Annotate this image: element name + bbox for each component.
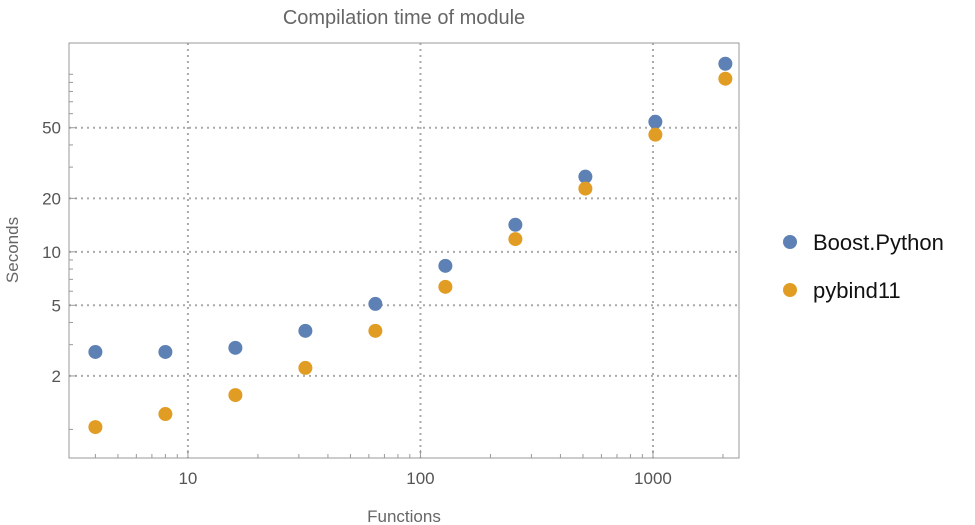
legend-marker: [783, 235, 797, 249]
point-pybind11: [298, 360, 313, 375]
legend-marker: [783, 283, 797, 297]
points: [88, 56, 733, 435]
x-tick-label: 1000: [634, 469, 672, 488]
point-pybind11: [158, 407, 173, 422]
grid: [69, 43, 739, 458]
point-boost-python: [508, 217, 523, 232]
y-tick-label: 10: [42, 243, 61, 262]
chart-title: Compilation time of module: [283, 7, 525, 29]
point-boost-python: [648, 114, 663, 129]
ticks: 10 100 1000 2 5 10 20 50: [42, 73, 724, 488]
point-pybind11: [438, 279, 453, 294]
x-tick-label: 10: [178, 469, 197, 488]
legend-label: pybind11: [813, 278, 901, 303]
point-boost-python: [228, 340, 243, 355]
point-boost-python: [298, 323, 313, 338]
point-boost-python: [158, 344, 173, 359]
point-pybind11: [718, 71, 733, 86]
point-boost-python: [368, 296, 383, 311]
point-boost-python: [88, 344, 103, 359]
point-pybind11: [578, 181, 593, 196]
y-tick-label: 50: [42, 119, 61, 138]
legend: Boost.Python pybind11: [783, 230, 944, 303]
point-pybind11: [368, 323, 383, 338]
y-tick-label: 20: [42, 189, 61, 208]
legend-label: Boost.Python: [813, 230, 944, 255]
point-pybind11: [648, 127, 663, 142]
y-axis-label: Seconds: [3, 217, 22, 283]
point-boost-python: [718, 56, 733, 71]
point-pybind11: [508, 232, 523, 247]
plot-frame: [68, 42, 740, 459]
y-tick-label: 5: [52, 296, 61, 315]
y-tick-label: 2: [52, 367, 61, 386]
point-boost-python: [438, 258, 453, 273]
point-boost-python: [578, 169, 593, 184]
point-pybind11: [228, 388, 243, 403]
x-axis-label: Functions: [367, 507, 441, 525]
point-pybind11: [88, 420, 103, 435]
x-tick-label: 100: [406, 469, 434, 488]
